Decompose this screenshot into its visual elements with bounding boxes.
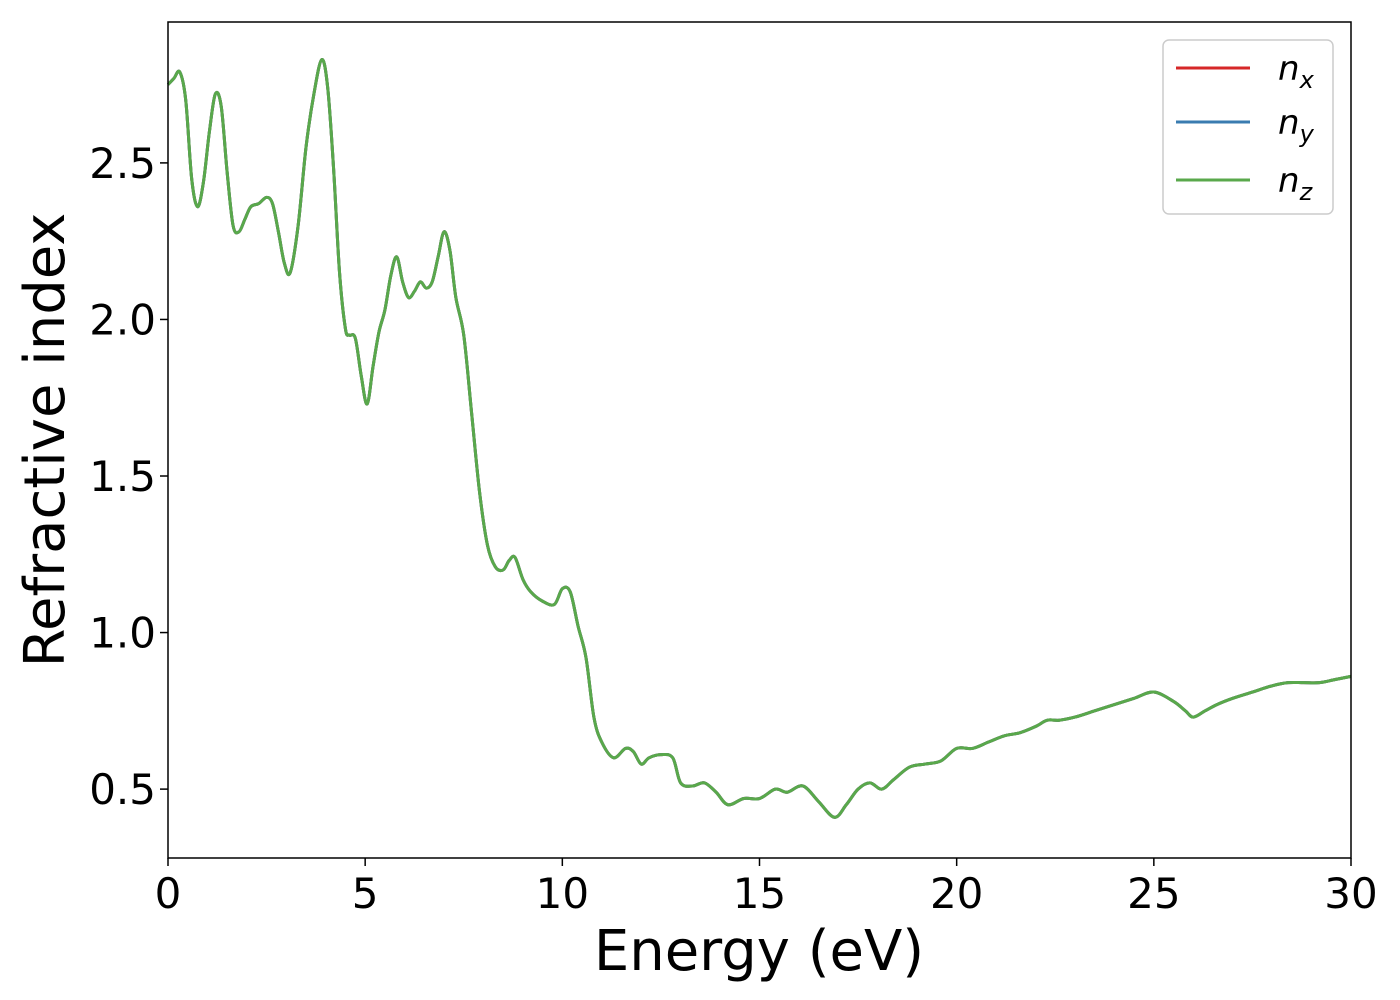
legend: nx ny nz [1162, 39, 1334, 215]
y-tick-label: 1.5 [89, 452, 156, 501]
x-tick-label: 25 [1127, 869, 1180, 918]
x-tick-label: 30 [1324, 869, 1377, 918]
legend-label-n-z: nz [1278, 161, 1314, 206]
y-axis-label: Refractive index [13, 213, 78, 668]
y-tick-label: 2.0 [89, 295, 156, 344]
x-tick-label: 15 [733, 869, 786, 918]
x-axis-label: Energy (eV) [594, 919, 924, 984]
x-axis-ticks: 0 5 10 15 20 25 30 [155, 858, 1378, 918]
series-line-n-z [166, 58, 1352, 819]
x-tick-label: 5 [352, 869, 379, 918]
series-layer [166, 58, 1352, 819]
y-tick-label: 1.0 [89, 609, 156, 658]
x-tick-label: 10 [536, 869, 589, 918]
x-tick-label: 20 [930, 869, 983, 918]
legend-box [1162, 39, 1334, 215]
legend-label-n-x: nx [1278, 49, 1315, 94]
y-axis-ticks: 0.5 1.0 1.5 2.0 2.5 [89, 139, 168, 814]
x-tick-label: 0 [155, 869, 182, 918]
legend-label-n-y: ny [1278, 103, 1315, 148]
y-tick-label: 0.5 [89, 765, 156, 814]
y-tick-label: 2.5 [89, 139, 156, 188]
